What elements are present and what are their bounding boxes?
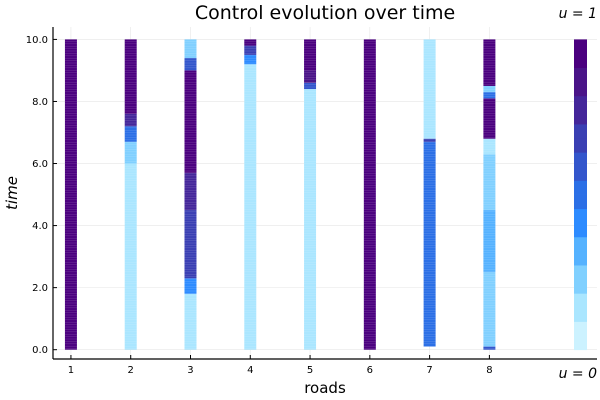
- colorbar-step: [574, 307, 587, 322]
- road-8-segment: [483, 154, 496, 211]
- colorbar-step: [574, 293, 587, 308]
- road-7-segment: [423, 141, 436, 347]
- colorbar-step: [574, 109, 587, 125]
- colorbar-step: [574, 265, 587, 280]
- road-4-segment: [244, 54, 257, 65]
- road-8-segment: [483, 138, 496, 155]
- x-axis-label: roads: [304, 379, 346, 397]
- road-5-segment: [304, 70, 317, 83]
- axes: [52, 27, 597, 360]
- x-tick-label: 5: [307, 365, 313, 376]
- colorbar-step: [574, 279, 587, 294]
- road-2-segment: [124, 39, 137, 114]
- y-tick-labels: 0.0 2.0 4.0 6.0 8.0 10.0: [26, 35, 48, 356]
- road-7-bar: [423, 39, 436, 347]
- colorbar-step: [574, 95, 587, 111]
- x-tick-labels: 1 2 3 4 5 6 7 8: [68, 365, 493, 376]
- road-6-segment: [363, 39, 376, 350]
- x-tick-label: 2: [128, 365, 134, 376]
- colorbar-step: [574, 39, 587, 54]
- road-5-segment: [304, 82, 317, 90]
- road-7-segment: [423, 138, 436, 142]
- colorbar-max-label: u = 1: [559, 6, 597, 22]
- road-4-segment: [244, 64, 257, 350]
- colorbar-step: [574, 53, 587, 69]
- y-tick-label: 6.0: [32, 159, 48, 170]
- x-tick-label: 6: [367, 365, 373, 376]
- road-4-segment: [244, 45, 257, 55]
- colorbar-step: [574, 81, 587, 97]
- road-8-bar: [483, 39, 496, 350]
- y-tick-label: 0.0: [32, 345, 48, 356]
- x-tick-label: 3: [187, 365, 193, 376]
- colorbar-step: [574, 67, 587, 83]
- road-8-segment: [483, 92, 496, 99]
- road-8-segment: [483, 272, 496, 347]
- colorbar-step: [574, 194, 587, 210]
- road-control-bars: [64, 39, 496, 350]
- colorbar-step: [574, 321, 587, 336]
- road-3-segment: [184, 278, 197, 294]
- road-6-bar: [363, 39, 376, 350]
- road-4-bar: [244, 39, 257, 350]
- road-2-segment: [124, 113, 137, 127]
- colorbar-step: [574, 335, 587, 351]
- colorbar-step: [574, 124, 587, 139]
- road-3-segment: [184, 293, 197, 350]
- road-4-segment: [244, 39, 257, 46]
- road-7-segment: [423, 39, 436, 139]
- x-tick-label: 4: [247, 365, 253, 376]
- colorbar-step: [574, 208, 587, 224]
- road-3-segment: [184, 39, 197, 59]
- road-8-segment: [483, 85, 496, 93]
- chart-title: Control evolution over time: [195, 2, 455, 24]
- road-3-segment: [184, 58, 197, 71]
- road-8-segment: [483, 210, 496, 273]
- y-tick-label: 2.0: [32, 283, 48, 294]
- colorbar: [574, 39, 587, 351]
- road-3-segment: [184, 70, 197, 173]
- x-tick-label: 1: [68, 365, 74, 376]
- colorbar-min-label: u = 0: [559, 366, 598, 382]
- road-5-bar: [304, 39, 317, 350]
- road-8-segment: [483, 346, 496, 350]
- y-tick-label: 10.0: [26, 35, 48, 46]
- road-3-segment: [184, 210, 197, 279]
- x-tick-label: 8: [486, 365, 492, 376]
- x-tick-label: 7: [426, 365, 432, 376]
- colorbar-step: [574, 180, 587, 195]
- road-2-bar: [124, 39, 137, 350]
- road-2-segment: [124, 141, 137, 164]
- road-1-segment: [64, 39, 77, 350]
- road-5-segment: [304, 39, 317, 71]
- road-2-segment: [124, 163, 137, 350]
- road-8-segment: [483, 98, 496, 139]
- y-tick-label: 8.0: [32, 97, 48, 108]
- road-1-bar: [64, 39, 77, 350]
- road-3-bar: [184, 39, 197, 350]
- road-2-segment: [124, 126, 137, 142]
- road-5-segment: [304, 89, 317, 350]
- colorbar-step: [574, 166, 587, 181]
- colorbar-step: [574, 222, 587, 238]
- road-8-segment: [483, 39, 496, 86]
- y-axis-label: time: [3, 176, 21, 210]
- colorbar-step: [574, 138, 587, 153]
- colorbar-step: [574, 152, 587, 167]
- road-3-segment: [184, 172, 197, 211]
- y-tick-label: 4.0: [32, 221, 48, 232]
- colorbar-step: [574, 250, 587, 266]
- colorbar-step: [574, 236, 587, 252]
